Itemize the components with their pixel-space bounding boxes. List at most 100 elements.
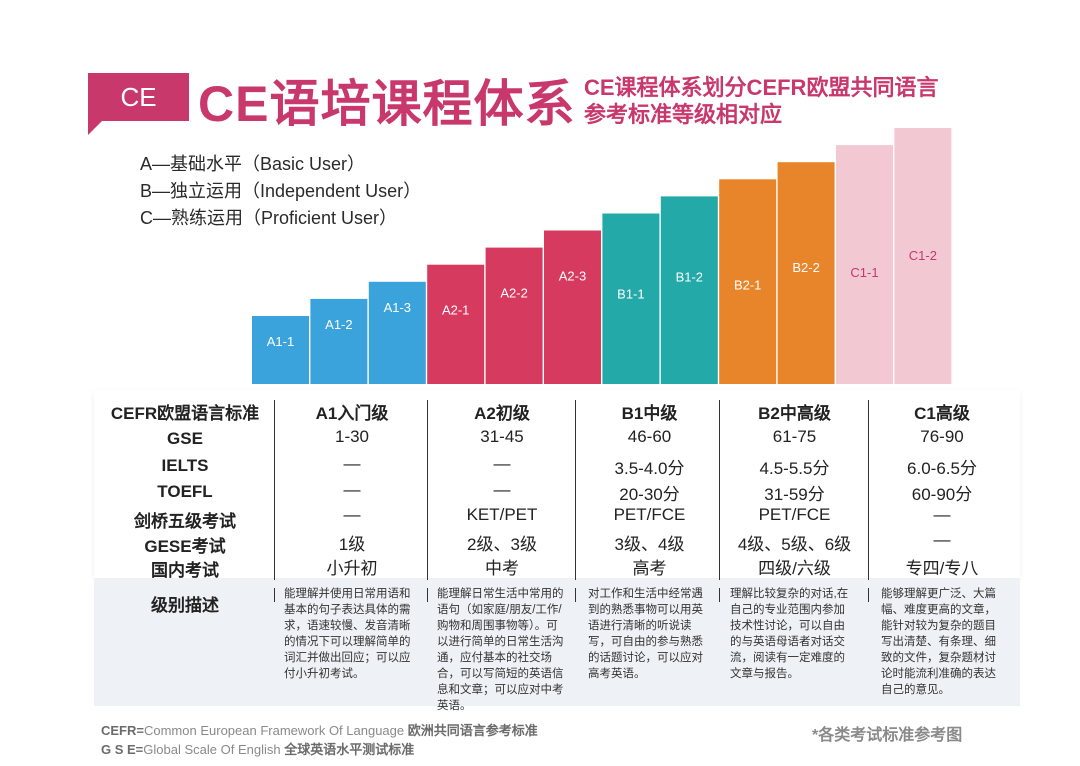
header-a2: A2初级 <box>474 404 530 423</box>
footer-cefr-chinese: 欧洲共同语言参考标准 <box>407 723 538 738</box>
table-cell: PET/FCE <box>613 505 686 524</box>
table-cell: 20-30分 <box>619 485 680 504</box>
table-cell: 1级 <box>338 535 366 554</box>
bar-a1-1 <box>252 316 309 384</box>
column-divider <box>719 588 720 602</box>
column-divider <box>274 588 275 602</box>
column-divider <box>719 400 720 580</box>
bar-a2-1 <box>427 264 485 384</box>
bar-a1-3 <box>368 281 426 384</box>
footer-gse-abbr: G S E= <box>101 742 144 757</box>
table-cell: 61-75 <box>772 427 817 446</box>
bar-b1-1 <box>602 213 660 384</box>
bar-label-a2-3: A2-3 <box>559 269 586 284</box>
table-cell: 46-60 <box>627 427 672 446</box>
header-b1: B1中级 <box>621 404 678 423</box>
table-cell: — <box>343 505 361 524</box>
footer-gse-english: Global Scale Of English <box>143 742 281 757</box>
column-divider <box>427 400 428 580</box>
row-label-toefl: TOEFL <box>157 482 213 501</box>
legend-c: C—熟练运用（Proficient User） <box>140 208 398 228</box>
level-bar-chart: A1-1 A1-2 A1-3 A2-1 A2-2 A2-3 B1-1 B1-2 B2-1 B2-2… <box>252 128 952 384</box>
table-cell: 1-30 <box>334 427 370 446</box>
header-a1: A1入门级 <box>315 404 389 423</box>
bar-label-a2-2: A2-2 <box>500 286 527 301</box>
table-cell: 中考 <box>485 559 519 578</box>
column-divider <box>575 400 576 580</box>
row-label-gse: GSE <box>167 429 203 448</box>
table-cell: 3级、4级 <box>614 535 685 554</box>
header-c1: C1高级 <box>914 404 970 423</box>
ce-tag-text: CE <box>120 82 157 112</box>
legend-b: B—独立运用（Independent User） <box>140 181 422 201</box>
footer-gse-definition: G S E=Global Scale Of English 全球英语水平测试标准 <box>101 739 414 758</box>
header-b2: B2中高级 <box>758 404 831 423</box>
bar-label-b1-1: B1-1 <box>617 287 644 302</box>
table-cell: 60-90分 <box>911 485 973 504</box>
bar-b1-2 <box>660 196 718 384</box>
subtitle-line-1: CE课程体系划分CEFR欧盟共同语言 <box>584 75 939 100</box>
table-cell: 31-45 <box>480 427 524 446</box>
bar-a2-2 <box>485 247 543 384</box>
reference-note: *各类考试标准参考图 <box>812 727 963 744</box>
bar-label-a1-1: A1-1 <box>267 334 294 349</box>
table-cell: 四级/六级 <box>758 559 831 578</box>
level-comparison-table: CEFR欧盟语言标准 A1入门级 A2初级 B1中级 B2中高级 C1高级 GS… <box>94 390 1020 712</box>
bar-label-a1-3: A1-3 <box>384 300 411 315</box>
table-cell: 4级、5级、6级 <box>737 535 852 554</box>
column-divider <box>868 588 869 602</box>
description-b2: 理解比较复杂的对话,在自己的专业范围内参加技术性讨论，可以自由的与英语母语者对话… <box>730 588 849 680</box>
table-cell: — <box>493 480 511 499</box>
table-cell: 高考 <box>632 559 667 578</box>
row-label-gese: GESE考试 <box>144 537 226 556</box>
description-b1: 对工作和生活中经常遇到的熟悉事物可以用英语进行清晰的听说读写，可自由的参与熟悉的… <box>588 588 703 680</box>
bar-label-b2-1: B2-1 <box>734 277 761 292</box>
table-cell: 3.5-4.0分 <box>614 459 685 478</box>
bar-label-c1-1: C1-1 <box>850 265 878 280</box>
table-cell: — <box>933 505 951 524</box>
row-label-description: 级别描述 <box>151 596 219 615</box>
bar-b2-1 <box>719 179 777 384</box>
bar-a1-2 <box>310 298 368 384</box>
column-divider <box>575 588 576 602</box>
table-cell: 专四/专八 <box>905 559 979 578</box>
description-c1: 能够理解更广泛、大篇幅、难度更高的文章，能针对较为复杂的题目写出清楚、有条理、细… <box>881 588 996 696</box>
footer-gse-chinese: 全球英语水平测试标准 <box>284 742 415 757</box>
table-cell: 76-90 <box>920 427 964 446</box>
table-cell: 2级、3级 <box>467 535 537 554</box>
table-cell: — <box>933 530 951 549</box>
column-divider <box>868 400 869 580</box>
bar-label-a1-2: A1-2 <box>325 317 352 332</box>
table-cell: — <box>493 454 511 473</box>
description-a2: 能理解日常生活中常用的语句（如家庭/朋友/工作/购物和周围事物等）。可以进行简单… <box>437 588 564 712</box>
bar-c1-1 <box>836 145 893 384</box>
table-cell: 31-59分 <box>764 485 825 504</box>
bar-label-a2-1: A2-1 <box>442 303 469 318</box>
table-cell: 小升初 <box>326 559 378 578</box>
bar-a2-3 <box>544 230 601 384</box>
row-label-domestic-exam: 国内考试 <box>151 561 219 580</box>
bar-b2-2 <box>777 162 835 384</box>
description-a1: 能理解并使用日常用语和基本的句子表达具体的需求，语速较慢、发音清晰的情况下可以理… <box>284 588 411 680</box>
table-cell: — <box>343 454 361 473</box>
bar-c1-2 <box>894 128 952 384</box>
ce-tag-badge: CE <box>88 73 189 135</box>
footer-cefr-definition: CEFR=Common European Framework Of Langua… <box>101 720 538 739</box>
bar-label-b2-2: B2-2 <box>792 260 819 275</box>
description-band <box>94 578 1020 706</box>
column-divider <box>427 588 428 602</box>
row-label-ielts: IELTS <box>161 456 209 475</box>
footer-cefr-abbr: CEFR= <box>101 723 144 738</box>
legend-a: A—基础水平（Basic User） <box>140 154 366 174</box>
table-cell: PET/FCE <box>758 505 831 524</box>
footer-cefr-english: Common European Framework Of Language <box>143 723 405 738</box>
row-label-cambridge: 剑桥五级考试 <box>134 512 236 531</box>
table-cell: 4.5-5.5分 <box>759 459 830 478</box>
column-divider <box>274 400 275 580</box>
header-cefr-standard: CEFR欧盟语言标准 <box>110 404 260 423</box>
bar-label-b1-2: B1-2 <box>676 269 703 284</box>
bar-label-c1-2: C1-2 <box>909 248 937 263</box>
table-cell: — <box>343 480 361 499</box>
subtitle-line-2: 参考标准等级相对应 <box>584 102 783 127</box>
